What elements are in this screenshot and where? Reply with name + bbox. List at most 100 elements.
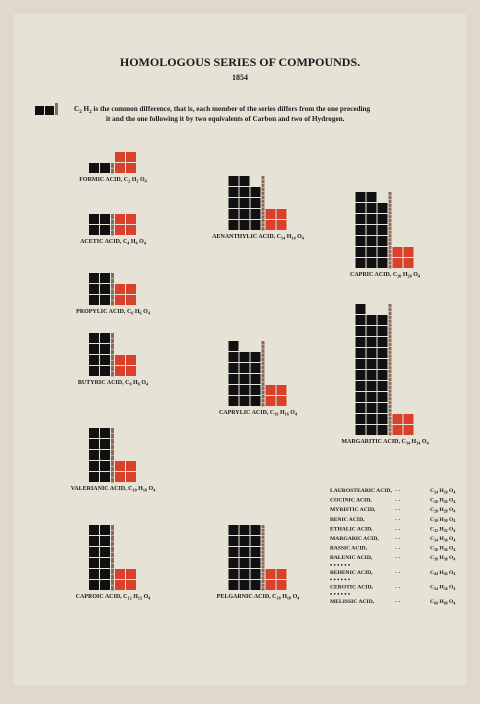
carbon-square [100,450,110,460]
oxygen-square [403,247,414,257]
list-dashes: - - [395,507,400,513]
subscript: 4 [302,236,305,241]
hydrogen-square [111,225,114,230]
element-symbol: H [439,507,444,513]
dot-row: • • • • • • [330,577,350,583]
oxygen-square [265,385,276,395]
oxygen-square [126,366,136,376]
element-symbol: C [430,526,434,532]
list-name: BASSIC ACID, [330,546,368,552]
carbon-square [100,558,110,568]
oxygen-square [115,569,125,579]
oxygen-square [115,152,125,162]
compound-label: VALERIANIC ACID, C10 H10 O4 [71,486,156,493]
oxygen-square [276,580,287,590]
hydrogen-square [111,585,114,591]
oxygen-square [115,284,125,294]
carbon-square [250,558,261,568]
carbon-square [366,214,377,224]
element-symbol: O [140,177,145,183]
carbon-square [100,355,110,365]
carbon-square [228,547,239,557]
carbon-square [355,381,366,391]
hydrogen-square [111,472,114,477]
element-symbol: O [149,486,154,492]
subscript: 16 [274,412,278,417]
hydrogen-square [261,345,265,349]
oxygen-square [403,258,414,268]
list-formula: C24 H24 O4 [430,488,455,494]
element-symbol: H [138,486,143,492]
hydrogen-square [388,226,392,230]
hydrogen-square [388,195,392,200]
hydrogen-square [111,547,114,552]
carbon-square [228,352,239,362]
hydrogen-square [261,219,265,223]
subscript: 4 [453,529,455,533]
hydrogen-square [388,342,392,347]
subscript: 12 [128,596,132,601]
hydrogen-square [388,230,392,234]
element-symbol: C [123,239,127,245]
hydrogen-square [111,574,114,580]
element-symbol: C [430,570,434,576]
carbon-square [250,385,261,395]
carbon-square [366,359,377,369]
carbon-square [89,439,99,449]
carbon-square [228,187,239,197]
carbon-square [355,425,366,435]
hydrogen-square [261,565,265,569]
carbon-square [377,203,388,213]
hydrogen-square [111,360,114,366]
element-symbol: O [449,536,454,542]
carbon-square [366,225,377,235]
element-symbol: H [439,599,444,605]
hydrogen-square [388,428,392,432]
subscript: 12 [138,596,142,601]
subscript: 4 [453,490,455,494]
carbon-square [377,247,388,257]
subscript: 20 [397,274,401,279]
carbon-square [100,547,110,557]
carbon-square [239,209,250,219]
compound-name: FORMIC ACID, [79,177,122,183]
carbon-blocks [228,176,261,230]
list-formula: C44 H44 O4 [430,570,455,576]
carbon-square [250,187,261,197]
carbon-square [355,414,366,424]
compound-label: PELGARNIC ACID, C18 H18 O4 [217,594,301,601]
subscript: 24 [444,490,448,494]
carbon-square [250,525,261,535]
element-symbol: O [293,594,298,600]
hydrogen-square [111,444,114,450]
carbon-square [89,547,99,557]
element-symbol: H [132,177,137,183]
oxygen-square [392,258,403,268]
element-symbol: H [282,594,287,600]
carbon-square [355,203,366,213]
element-symbol: H [439,555,444,561]
hydrogen-square [111,439,114,444]
hydrogen-square [388,234,392,238]
hydrogen-square [388,192,392,196]
element-symbol: O [449,546,454,552]
hydrogen-square [388,346,392,350]
note-line: it and the one following it by two equiv… [106,115,345,123]
carbon-square [377,225,388,235]
hydrogen-square [261,199,265,203]
element-symbol: O [144,594,149,600]
compound-name: CAPRYLIC ACID, [219,410,269,416]
element-symbol: H [439,517,444,523]
carbon-square [239,352,250,362]
list-formula: C26 H26 O4 [430,498,455,504]
subscript: 54 [444,587,448,591]
carbon-square [239,176,250,186]
carbon-square [355,236,366,246]
carbon-square [250,352,261,362]
oxygen-square [126,580,136,590]
carbon-square [366,381,377,391]
list-formula: C60 H60 O4 [430,599,455,605]
hydrogen-square [261,203,265,207]
note-line: C2 H2 is the common difference, that is,… [74,105,371,115]
hydrogen-square [388,215,392,219]
